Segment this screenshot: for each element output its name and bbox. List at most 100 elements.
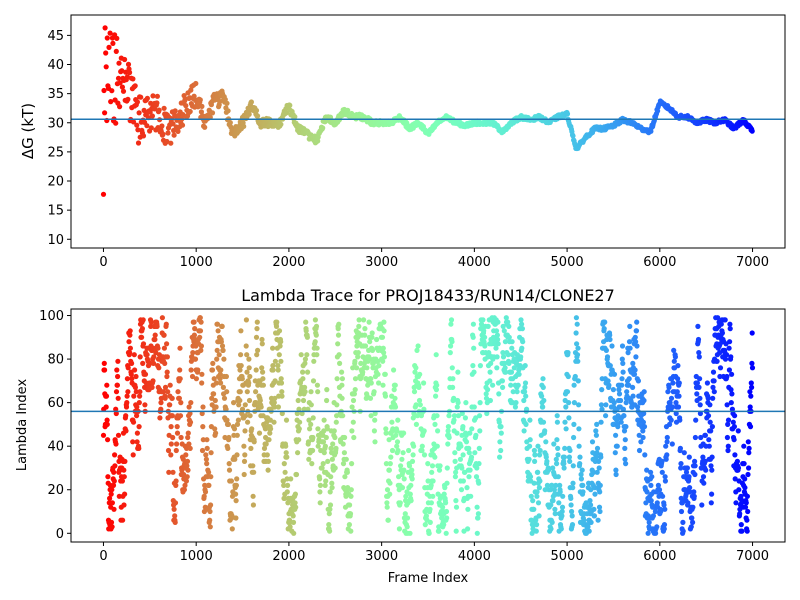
lambda-point (231, 400, 237, 406)
delta-g-point (113, 48, 119, 55)
lambda-point (384, 504, 390, 510)
delta-g-point (154, 100, 160, 106)
y-tick-label: 20 (47, 483, 64, 498)
lambda-point (692, 471, 698, 478)
lambda-point (462, 415, 468, 421)
lambda-point (654, 500, 660, 506)
lambda-point (450, 384, 456, 390)
lambda-point (207, 524, 213, 530)
lambda-point (163, 321, 169, 327)
lambda-point (422, 522, 428, 528)
lambda-x-axis-label: Frame Index (388, 571, 469, 586)
lambda-point (630, 384, 636, 390)
lambda-point (186, 441, 192, 447)
lambda-point (139, 326, 145, 332)
lambda-point (243, 317, 249, 323)
lambda-point (247, 373, 253, 380)
lambda-point (575, 345, 581, 351)
lambda-point (305, 439, 312, 445)
lambda-point (738, 493, 744, 499)
lambda-point (655, 482, 662, 488)
lambda-point (238, 328, 244, 334)
lambda-point (263, 441, 269, 447)
delta-g-panel: 0 1000 2000 3000 4000 5000 6000 7000 10 15 20 25 30… (19, 14, 786, 270)
lambda-point (383, 461, 389, 467)
lambda-point (305, 369, 311, 375)
lambda-point (381, 354, 387, 360)
lambda-point (387, 461, 393, 467)
lambda-point (697, 402, 703, 408)
lambda-point (494, 365, 500, 371)
lambda-point (552, 506, 558, 512)
lambda-point (266, 437, 272, 443)
lambda-point (638, 439, 644, 445)
lambda-point (199, 371, 205, 377)
lambda-point (537, 452, 543, 458)
delta-g-point (103, 50, 109, 56)
delta-g-point (110, 40, 116, 47)
lambda-point (351, 434, 357, 441)
lambda-point (368, 413, 374, 419)
lambda-point (187, 410, 193, 417)
lambda-point (618, 397, 624, 404)
lambda-point (271, 404, 278, 410)
lambda-point (468, 493, 474, 499)
lambda-point (236, 402, 242, 408)
lambda-point (466, 450, 472, 456)
lambda-point (579, 467, 585, 473)
lambda-point (170, 434, 176, 441)
lambda-point (105, 474, 111, 480)
lambda-point (445, 441, 451, 447)
delta-g-point (148, 125, 154, 131)
lambda-point (219, 343, 226, 349)
lambda-point (277, 343, 283, 349)
lambda-point (470, 334, 476, 340)
lambda-point (255, 347, 261, 353)
lambda-point (566, 454, 573, 460)
lambda-point (635, 404, 641, 410)
lambda-point (467, 430, 473, 436)
lambda-point (300, 376, 306, 382)
x-tick-label: 1000 (180, 255, 213, 270)
lambda-point (678, 465, 684, 471)
lambda-point (607, 363, 613, 369)
lambda-point (200, 437, 206, 443)
lambda-point (566, 400, 572, 406)
delta-g-point (100, 191, 107, 197)
lambda-point (151, 354, 157, 360)
lambda-point (414, 347, 420, 353)
lambda-point (603, 413, 609, 419)
lambda-point (183, 452, 189, 458)
lambda-point (623, 461, 629, 467)
lambda-point (710, 384, 716, 390)
lambda-point (534, 522, 540, 528)
lambda-point (164, 373, 170, 380)
lambda-point (207, 508, 213, 515)
lambda-point (303, 328, 309, 334)
delta-g-point (144, 95, 150, 101)
lambda-point (454, 404, 460, 410)
lambda-point (587, 498, 593, 504)
lambda-point (574, 352, 581, 358)
lambda-point (711, 389, 717, 395)
lambda-point (536, 513, 542, 519)
lambda-point (239, 376, 245, 382)
lambda-point (172, 519, 178, 526)
lambda-point (189, 373, 196, 380)
lambda-point (352, 358, 358, 364)
lambda-point (419, 447, 425, 454)
delta-g-point (119, 68, 125, 74)
lambda-point (606, 382, 612, 388)
lambda-point (603, 347, 610, 353)
lambda-point (391, 367, 397, 373)
delta-g-point (154, 93, 160, 99)
lambda-point (611, 400, 617, 406)
lambda-point (745, 471, 751, 478)
lambda-point (407, 491, 413, 497)
lambda-point (559, 504, 566, 510)
lambda-point (496, 391, 502, 397)
lambda-point (114, 382, 120, 388)
lambda-point (188, 367, 194, 373)
lambda-point (632, 334, 638, 340)
lambda-point (355, 354, 361, 360)
